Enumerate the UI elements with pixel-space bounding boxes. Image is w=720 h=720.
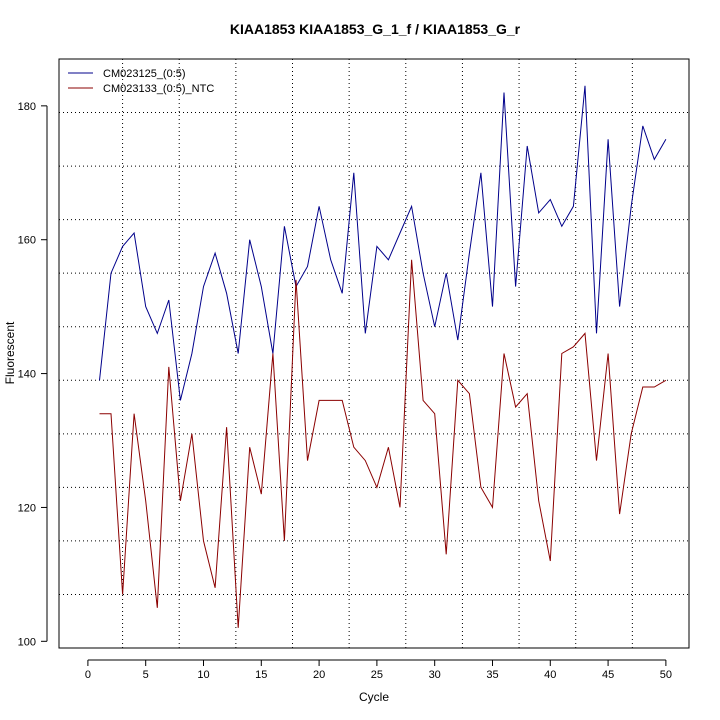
y-tick-label: 180: [18, 101, 36, 113]
y-tick-label: 100: [18, 636, 36, 648]
series-lines: [99, 85, 667, 628]
x-tick-label: 20: [313, 669, 325, 681]
y-tick-label: 120: [18, 502, 36, 514]
legend-label-2: CM023133_(0:5)_NTC: [103, 83, 214, 95]
x-tick-label: 35: [486, 669, 498, 681]
legend-label-1: CM023125_(0:5): [103, 68, 186, 80]
y-axis: 100 120 140 160 180: [18, 101, 48, 648]
x-tick-label: 25: [371, 669, 383, 681]
x-tick-label: 50: [660, 669, 672, 681]
x-tick-label: 10: [197, 669, 209, 681]
x-tick-label: 15: [255, 669, 267, 681]
y-tick-label: 160: [18, 235, 36, 247]
x-tick-label: 0: [85, 669, 91, 681]
grid-lines: [59, 58, 689, 648]
x-axis-label: Cycle: [359, 690, 389, 704]
series-line-2: [99, 259, 667, 628]
x-tick-label: 40: [544, 669, 556, 681]
x-axis: 0 5 10 15 20 25 30 35 40 45 50: [85, 659, 672, 681]
y-axis-label: Fluorescent: [3, 321, 17, 384]
plot-frame: [58, 58, 690, 649]
y-tick-label: 140: [18, 369, 36, 381]
x-tick-label: 5: [143, 669, 149, 681]
chart-title: KIAA1853 KIAA1853_G_1_f / KIAA1853_G_r: [230, 21, 521, 37]
x-tick-label: 30: [429, 669, 441, 681]
series-line-1: [99, 85, 667, 401]
x-tick-label: 45: [602, 669, 614, 681]
legend: CM023125_(0:5) CM023133_(0:5)_NTC: [68, 68, 214, 95]
